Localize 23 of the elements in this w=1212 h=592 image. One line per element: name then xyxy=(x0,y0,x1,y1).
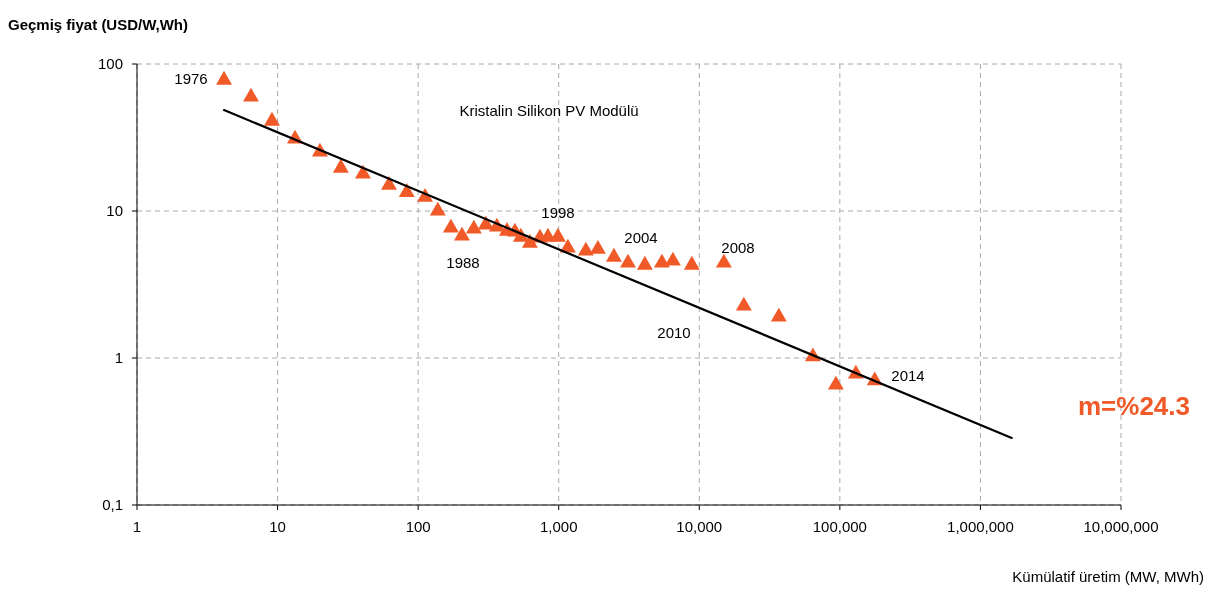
x-tick-label: 1,000,000 xyxy=(947,518,1014,535)
x-axis-title: Kümülatif üretim (MW, MWh) xyxy=(1012,568,1204,585)
x-tick-label: 10 xyxy=(269,518,286,535)
annotation: 2010 xyxy=(657,324,691,341)
annotation: 1988 xyxy=(446,254,480,271)
y-tick-label: 1 xyxy=(114,349,123,366)
x-tick-label: 1 xyxy=(132,518,142,535)
annotation: 2008 xyxy=(721,239,755,256)
text: Kristalin Silikon PV Modülü xyxy=(459,102,639,119)
y-tick-label: 100 xyxy=(97,55,123,72)
annotation: m=%24.3 xyxy=(1077,391,1190,421)
annotation: 2014 xyxy=(891,367,925,384)
x-tick-label: 10,000,000 xyxy=(1083,518,1159,535)
annotation: 1976 xyxy=(174,70,208,87)
x-tick-label: 100,000 xyxy=(812,518,867,535)
y-tick-label: 10 xyxy=(106,202,123,219)
annotation: 2004 xyxy=(624,229,658,246)
x-tick-label: 100 xyxy=(405,518,431,535)
x-tick-label: 10,000 xyxy=(676,518,723,535)
y-axis-title: Geçmiş fiyat (USD/W,Wh) xyxy=(8,16,189,33)
x-tick-label: 1,000 xyxy=(539,518,578,535)
y-tick-label: 0,1 xyxy=(102,496,123,513)
annotation: 1998 xyxy=(541,204,575,221)
